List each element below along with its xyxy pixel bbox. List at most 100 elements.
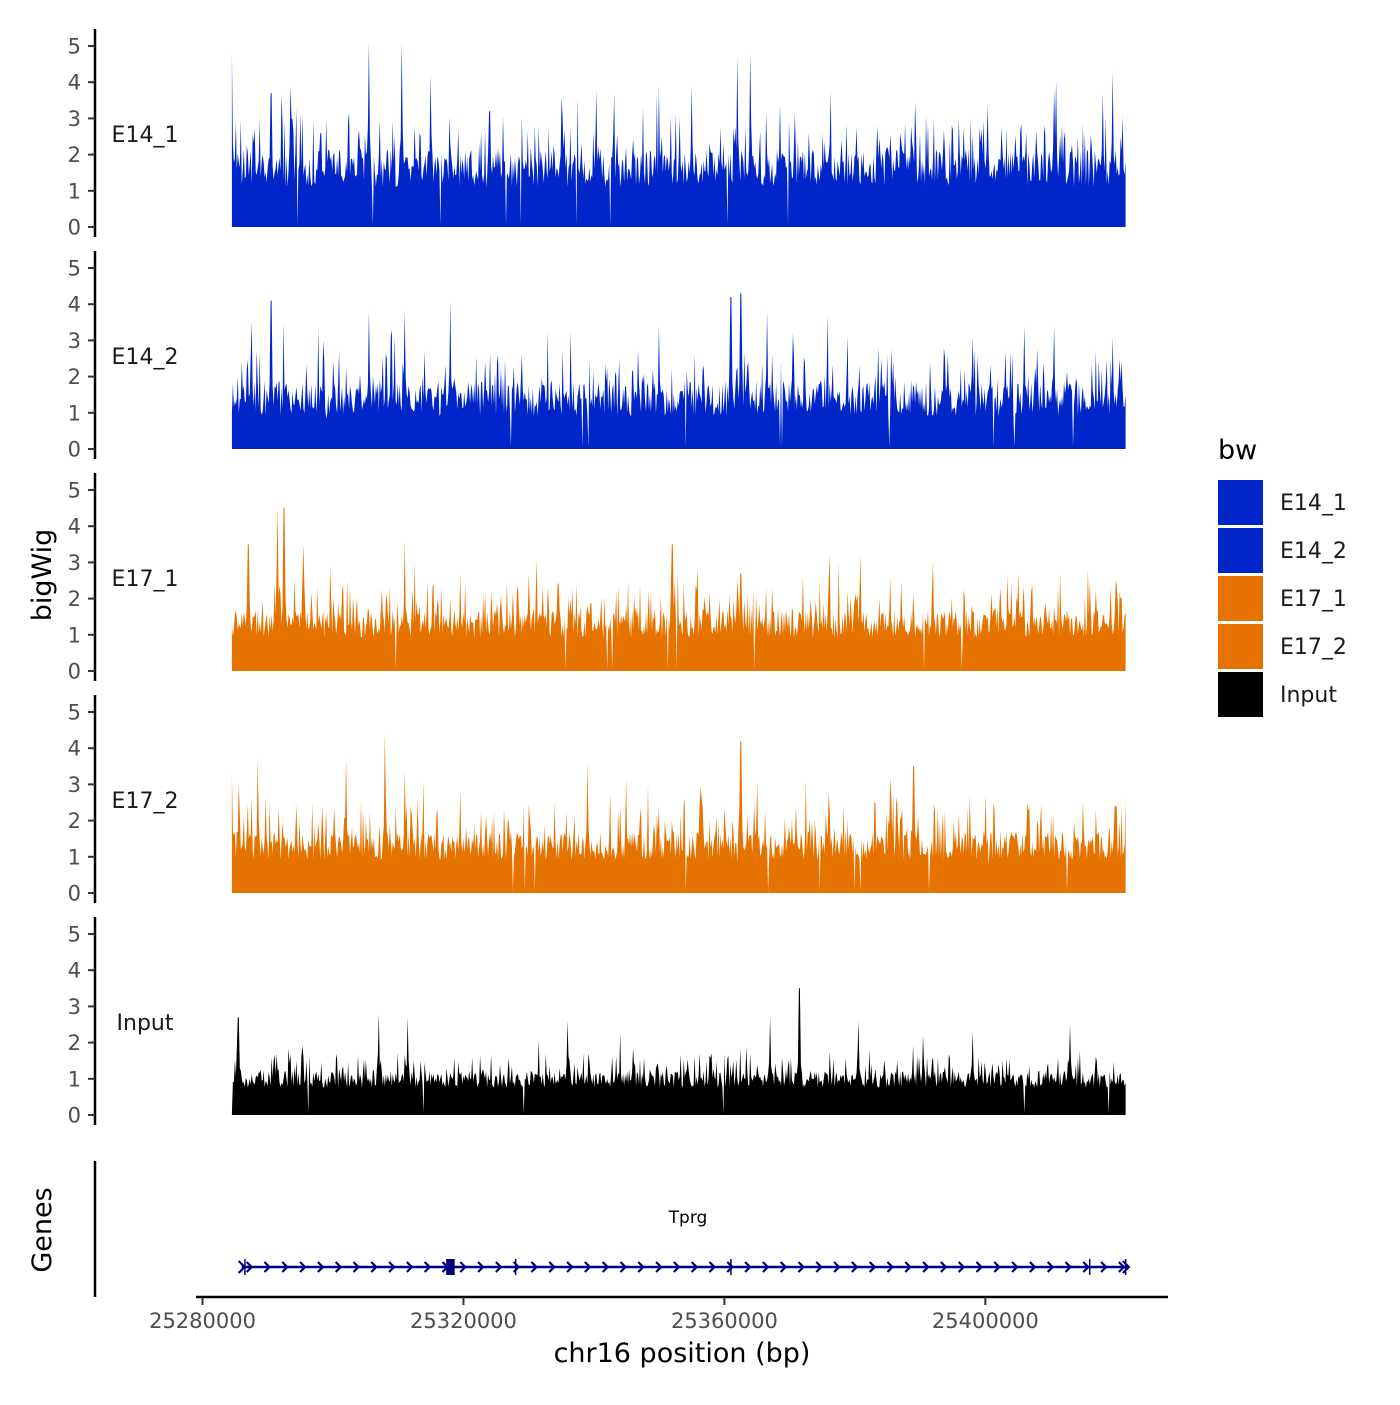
- strand-arrow: [1046, 1261, 1055, 1273]
- strand-arrow: [637, 1261, 645, 1273]
- strand-arrow: [281, 1261, 289, 1273]
- y-tick-label: 1: [68, 179, 81, 203]
- y-tick-label: 3: [68, 329, 81, 353]
- strand-arrow: [1029, 1261, 1037, 1273]
- y-tick-label: 2: [68, 143, 81, 167]
- strand-arrow: [940, 1261, 948, 1273]
- legend-key-e14-1: [1218, 480, 1263, 525]
- x-tick-label: 25400000: [932, 1309, 1039, 1333]
- signal-area: [231, 42, 1126, 228]
- legend-key-e14-2: [1218, 528, 1263, 573]
- strand-arrow: [762, 1261, 770, 1273]
- strand-arrow: [566, 1261, 574, 1273]
- legend-title: bw: [1218, 435, 1257, 466]
- strand-arrow: [334, 1261, 343, 1273]
- y-tick-label: 5: [68, 479, 81, 503]
- y-tick-label: 2: [68, 365, 81, 389]
- track-label: Input: [117, 1011, 174, 1036]
- strand-arrow: [655, 1261, 663, 1273]
- y-tick-label: 0: [68, 438, 81, 462]
- y-tick-label: 3: [68, 107, 81, 131]
- legend-label: E17_1: [1280, 587, 1347, 612]
- strand-arrow: [708, 1261, 717, 1273]
- legend: E14_1 E14_2 E17_1 E17_2 Input: [1218, 480, 1347, 717]
- signal-area: [231, 293, 1126, 449]
- strand-arrow: [477, 1261, 485, 1273]
- strand-arrow: [1064, 1261, 1073, 1273]
- strand-arrow: [263, 1261, 272, 1273]
- track-panel-e14-2: 0 1 2 3 4 5 E14_2: [68, 251, 1126, 462]
- strand-arrow: [601, 1261, 610, 1273]
- strand-arrow: [690, 1261, 699, 1273]
- strand-arrow: [886, 1261, 895, 1273]
- y-tick-label: 3: [68, 773, 81, 797]
- strand-arrow: [495, 1261, 503, 1273]
- strand-arrow: [815, 1261, 823, 1273]
- strand-arrow: [957, 1261, 966, 1273]
- strand-arrow: [922, 1261, 930, 1273]
- tracks-layer: 0 1 2 3 4 5 E14_1 0 1 2 3 4 5 E14_2 0 1 2 3 4 5 E17_1 0 1 2 3 4 5 E…: [68, 29, 1126, 1128]
- x-tick-label: 25280000: [149, 1309, 256, 1333]
- gene-label-tprg: Tprg: [668, 1208, 708, 1228]
- y-tick-label: 4: [68, 515, 81, 539]
- strand-arrow: [673, 1261, 681, 1273]
- legend-key-input: [1218, 672, 1263, 717]
- strand-arrow: [833, 1261, 841, 1273]
- strand-arrow: [352, 1261, 361, 1273]
- track-panel-input: 0 1 2 3 4 5 Input: [68, 917, 1126, 1128]
- signal-area: [231, 733, 1126, 893]
- y-tick-label: 5: [68, 257, 81, 281]
- y-tick-label: 2: [68, 587, 81, 611]
- strand-arrow: [584, 1261, 592, 1273]
- strand-arrow: [370, 1261, 378, 1273]
- legend-label: Input: [1280, 683, 1337, 708]
- strand-arrow: [619, 1261, 628, 1273]
- y-tick-label: 1: [68, 623, 81, 647]
- y-tick-label: 5: [68, 35, 81, 59]
- y-tick-label: 4: [68, 293, 81, 317]
- x-axis-title: chr16 position (bp): [554, 1338, 811, 1369]
- legend-key-e17-1: [1218, 576, 1263, 621]
- gene-track: [93, 1161, 1131, 1297]
- y-tick-label: 4: [68, 71, 81, 95]
- strand-arrow: [388, 1261, 396, 1273]
- strand-arrow: [868, 1261, 877, 1273]
- strand-arrow: [317, 1261, 325, 1273]
- track-panel-e17-2: 0 1 2 3 4 5 E17_2: [68, 695, 1126, 906]
- strand-arrow: [245, 1261, 254, 1273]
- y-tick-label: 4: [68, 737, 81, 761]
- y-tick-label: 4: [68, 959, 81, 983]
- x-axis: 25280000 25320000 25360000 25400000: [149, 1295, 1168, 1333]
- y-tick-label: 1: [68, 845, 81, 869]
- strand-arrow: [299, 1261, 307, 1273]
- y-tick-label: 0: [68, 216, 81, 240]
- track-label: E17_1: [112, 567, 179, 592]
- y-tick-label: 3: [68, 551, 81, 575]
- strand-arrow: [779, 1261, 788, 1273]
- strand-arrow: [1100, 1261, 1108, 1273]
- legend-label: E14_1: [1280, 491, 1347, 516]
- x-tick-label: 25320000: [410, 1309, 517, 1333]
- legend-label: E14_2: [1280, 539, 1347, 564]
- track-panel-e14-1: 0 1 2 3 4 5 E14_1: [68, 29, 1126, 240]
- y-tick-label: 3: [68, 995, 81, 1019]
- y-tick-label: 2: [68, 1031, 81, 1055]
- strand-arrow: [904, 1261, 912, 1273]
- legend-label: E17_2: [1280, 635, 1347, 660]
- legend-key-e17-2: [1218, 624, 1263, 669]
- strand-arrow: [975, 1261, 984, 1273]
- strand-arrow: [459, 1261, 467, 1273]
- track-label: E17_2: [112, 789, 179, 814]
- track-panel-e17-1: 0 1 2 3 4 5 E17_1: [68, 473, 1126, 684]
- strand-arrow: [423, 1261, 432, 1273]
- gene-end-cap: [1122, 1260, 1131, 1274]
- y-tick-label: 1: [68, 401, 81, 425]
- strand-arrow: [851, 1261, 859, 1273]
- strand-arrow: [406, 1261, 414, 1273]
- y-tick-label: 5: [68, 923, 81, 947]
- strand-arrow: [993, 1261, 1001, 1273]
- y-axis-title: bigWig: [27, 529, 58, 622]
